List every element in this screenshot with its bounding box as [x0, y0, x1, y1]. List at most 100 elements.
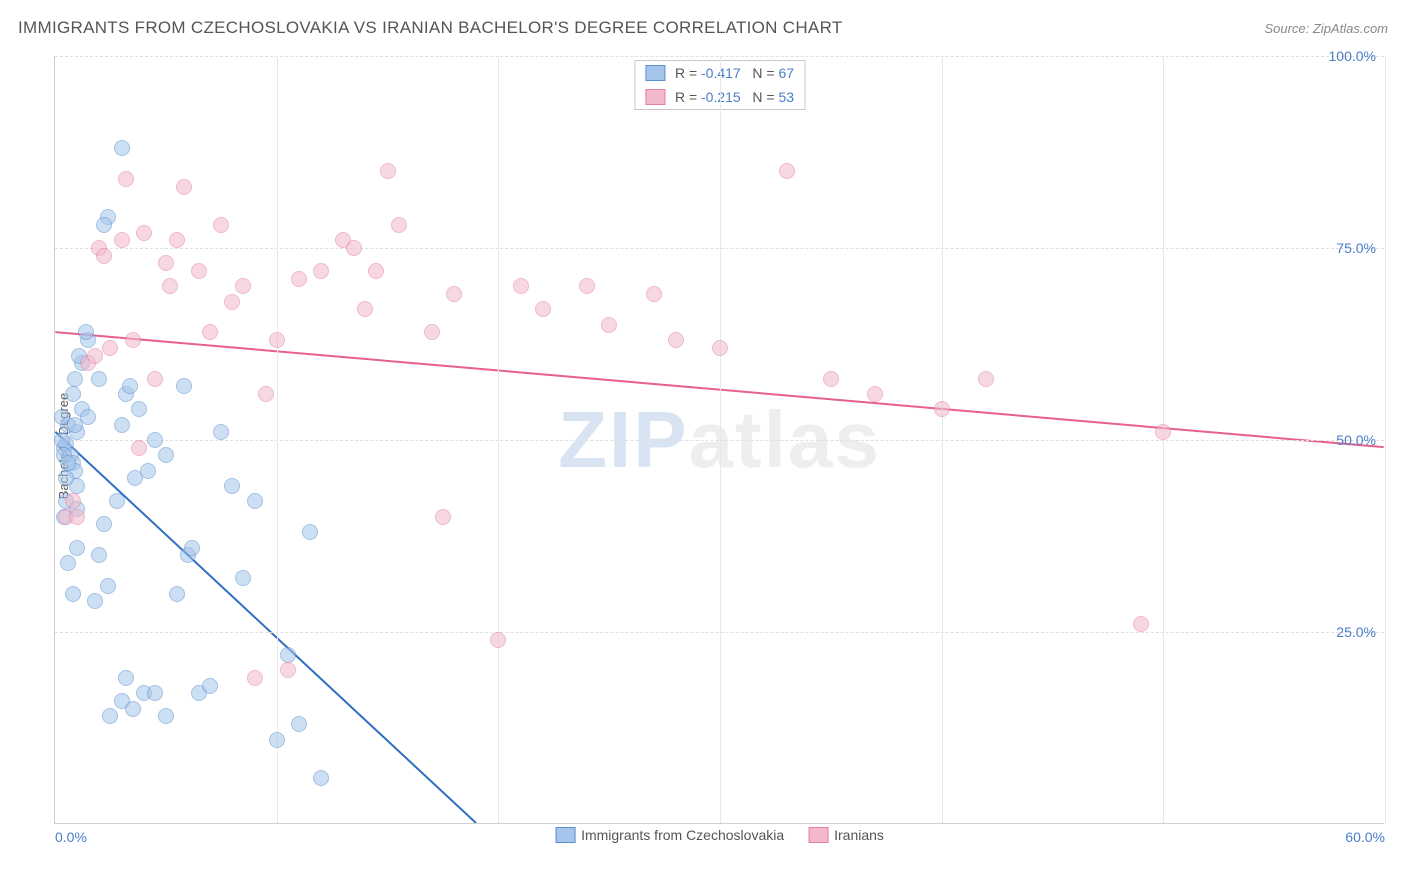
data-point-series-1 [823, 371, 839, 387]
data-point-series-1 [357, 301, 373, 317]
data-point-series-0 [158, 447, 174, 463]
data-point-series-0 [247, 493, 263, 509]
data-point-series-0 [96, 217, 112, 233]
data-point-series-0 [91, 371, 107, 387]
data-point-series-0 [280, 647, 296, 663]
swatch-series-0 [645, 65, 665, 81]
data-point-series-1 [136, 225, 152, 241]
data-point-series-1 [779, 163, 795, 179]
gridline-v [942, 56, 943, 823]
data-point-series-1 [235, 278, 251, 294]
legend-label-0: Immigrants from Czechoslovakia [581, 827, 784, 843]
data-point-series-0 [184, 540, 200, 556]
data-point-series-0 [65, 586, 81, 602]
data-point-series-0 [102, 708, 118, 724]
data-point-series-1 [87, 348, 103, 364]
data-point-series-1 [118, 171, 134, 187]
data-point-series-1 [224, 294, 240, 310]
data-point-series-0 [158, 708, 174, 724]
data-point-series-1 [446, 286, 462, 302]
data-point-series-0 [213, 424, 229, 440]
data-point-series-1 [513, 278, 529, 294]
data-point-series-1 [162, 278, 178, 294]
data-point-series-0 [127, 470, 143, 486]
y-tick-label: 25.0% [1336, 624, 1376, 640]
data-point-series-1 [646, 286, 662, 302]
legend-stats-1: R = -0.215 N = 53 [675, 89, 794, 105]
data-point-series-0 [235, 570, 251, 586]
data-point-series-0 [302, 524, 318, 540]
data-point-series-0 [147, 685, 163, 701]
data-point-series-1 [114, 232, 130, 248]
data-point-series-1 [346, 240, 362, 256]
data-point-series-0 [65, 386, 81, 402]
data-point-series-1 [202, 324, 218, 340]
legend-item-0: Immigrants from Czechoslovakia [555, 827, 784, 843]
data-point-series-0 [169, 586, 185, 602]
data-point-series-1 [65, 493, 81, 509]
data-point-series-0 [291, 716, 307, 732]
gridline-v [720, 56, 721, 823]
data-point-series-1 [1133, 616, 1149, 632]
data-point-series-0 [69, 540, 85, 556]
data-point-series-0 [109, 493, 125, 509]
data-point-series-0 [87, 593, 103, 609]
data-point-series-0 [122, 378, 138, 394]
data-point-series-1 [368, 263, 384, 279]
data-point-series-1 [158, 255, 174, 271]
data-point-series-0 [114, 417, 130, 433]
data-point-series-0 [78, 324, 94, 340]
legend-swatch-0 [555, 827, 575, 843]
data-point-series-1 [978, 371, 994, 387]
data-point-series-1 [269, 332, 285, 348]
data-point-series-1 [291, 271, 307, 287]
legend-label-1: Iranians [834, 827, 884, 843]
data-point-series-1 [601, 317, 617, 333]
data-point-series-1 [169, 232, 185, 248]
data-point-series-1 [579, 278, 595, 294]
data-point-series-1 [490, 632, 506, 648]
data-point-series-0 [269, 732, 285, 748]
data-point-series-0 [131, 401, 147, 417]
gridline-v [277, 56, 278, 823]
legend-item-1: Iranians [808, 827, 884, 843]
x-tick-label: 60.0% [1345, 829, 1385, 845]
y-tick-label: 100.0% [1329, 48, 1376, 64]
data-point-series-0 [60, 555, 76, 571]
data-point-series-1 [69, 509, 85, 525]
title-bar: IMMIGRANTS FROM CZECHOSLOVAKIA VS IRANIA… [18, 18, 1388, 38]
data-point-series-1 [867, 386, 883, 402]
data-point-series-0 [96, 516, 112, 532]
chart-title: IMMIGRANTS FROM CZECHOSLOVAKIA VS IRANIA… [18, 18, 843, 38]
y-tick-label: 75.0% [1336, 240, 1376, 256]
data-point-series-1 [391, 217, 407, 233]
data-point-series-1 [96, 248, 112, 264]
data-point-series-0 [58, 470, 74, 486]
series-legend: Immigrants from Czechoslovakia Iranians [555, 827, 884, 843]
data-point-series-1 [712, 340, 728, 356]
data-point-series-1 [102, 340, 118, 356]
data-point-series-1 [258, 386, 274, 402]
data-point-series-1 [191, 263, 207, 279]
data-point-series-1 [131, 440, 147, 456]
data-point-series-0 [100, 578, 116, 594]
data-point-series-1 [125, 332, 141, 348]
data-point-series-1 [147, 371, 163, 387]
data-point-series-0 [176, 378, 192, 394]
data-point-series-0 [114, 140, 130, 156]
data-point-series-0 [118, 670, 134, 686]
source-attribution: Source: ZipAtlas.com [1264, 21, 1388, 36]
gridline-v [498, 56, 499, 823]
y-tick-label: 50.0% [1336, 432, 1376, 448]
data-point-series-1 [280, 662, 296, 678]
data-point-series-1 [1155, 424, 1171, 440]
data-point-series-1 [535, 301, 551, 317]
data-point-series-0 [224, 478, 240, 494]
data-point-series-1 [213, 217, 229, 233]
data-point-series-0 [313, 770, 329, 786]
watermark-rest: atlas [689, 395, 881, 484]
data-point-series-1 [424, 324, 440, 340]
legend-swatch-1 [808, 827, 828, 843]
data-point-series-0 [60, 455, 76, 471]
x-tick-label: 0.0% [55, 829, 87, 845]
